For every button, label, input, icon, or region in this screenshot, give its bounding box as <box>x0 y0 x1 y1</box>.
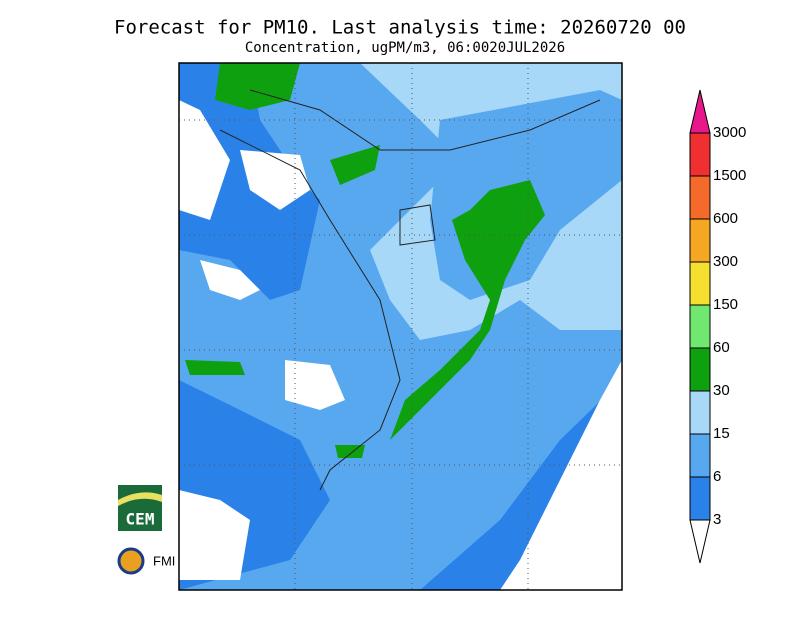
pollution-plume <box>330 145 380 185</box>
cloud-free-area <box>200 260 260 300</box>
map-frame <box>178 62 623 591</box>
colorbar-box <box>689 132 711 177</box>
colorbar: 3 6 15 30 60 150 300 600 1500 3000 <box>689 89 746 564</box>
cem-logo: CEM <box>118 485 162 531</box>
cloud-free-area <box>240 150 310 210</box>
fmi-logo: FMI <box>117 547 175 575</box>
colorbar-label: 30 <box>713 382 730 399</box>
colorbar-box <box>689 476 711 521</box>
colorbar-box <box>689 218 711 263</box>
colorbar-label: 15 <box>713 425 730 442</box>
coastline <box>219 89 601 491</box>
colorbar-below <box>689 519 711 564</box>
colorbar-box <box>689 175 711 220</box>
colorbar-label: 1500 <box>713 167 746 184</box>
colorbar-box <box>689 347 711 392</box>
fmi-text: FMI <box>153 553 175 568</box>
colorbar-label: 3 <box>713 511 721 528</box>
pollution-plume <box>185 360 245 375</box>
map <box>178 62 623 591</box>
colorbar-label: 150 <box>713 296 738 313</box>
cloud-free-area <box>179 490 250 580</box>
colorbar-label: 300 <box>713 253 738 270</box>
colorbar-box <box>689 304 711 349</box>
cem-text: CEM <box>126 510 155 529</box>
cloud-free-area <box>179 100 230 220</box>
colorbar-label: 3000 <box>713 124 746 141</box>
colorbar-label: 6 <box>713 468 721 485</box>
colorbar-label: 600 <box>713 210 738 227</box>
colorbar-above <box>689 89 711 134</box>
colorbar-label: 60 <box>713 339 730 356</box>
colorbar-box <box>689 261 711 306</box>
colorbar-box <box>689 390 711 435</box>
cloud-free-area <box>285 360 345 410</box>
pollution-plume <box>335 445 365 458</box>
cloud-free-area <box>500 360 622 590</box>
title: Forecast for PM10. Last analysis time: 2… <box>114 17 686 39</box>
subtitle: Concentration, ugPM/m3, 06:0020JUL2026 <box>245 40 565 56</box>
colorbar-box <box>689 433 711 478</box>
pollution-plume <box>390 180 545 440</box>
